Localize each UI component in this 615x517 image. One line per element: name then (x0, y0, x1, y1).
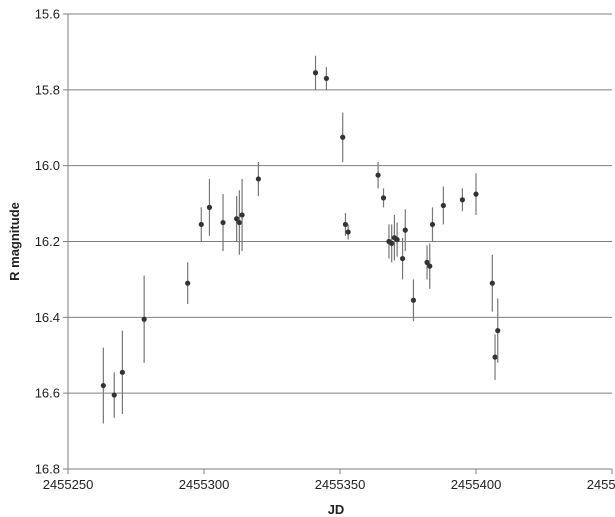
data-point (239, 212, 244, 217)
x-tick-label: 2455450 (587, 477, 615, 492)
data-point (403, 228, 408, 233)
data-point (101, 383, 106, 388)
x-tick-label: 2455350 (315, 477, 366, 492)
y-tick-label: 16.6 (35, 386, 60, 401)
data-point (346, 229, 351, 234)
data-point (199, 222, 204, 227)
data-point (256, 176, 261, 181)
data-point (207, 205, 212, 210)
data-point (375, 173, 380, 178)
data-point (395, 237, 400, 242)
data-point (441, 203, 446, 208)
y-tick-label: 15.8 (35, 82, 60, 97)
data-point (400, 256, 405, 261)
y-tick-label: 16.4 (35, 310, 60, 325)
data-point (473, 192, 478, 197)
data-point (460, 197, 465, 202)
data-point (343, 222, 348, 227)
data-point (142, 317, 147, 322)
data-point (340, 135, 345, 140)
data-point (381, 195, 386, 200)
y-tick-label: 15.6 (35, 7, 60, 22)
data-point (430, 222, 435, 227)
x-tick-label: 2455400 (451, 477, 502, 492)
y-tick-label: 16.0 (35, 158, 60, 173)
grid-layer (68, 14, 612, 469)
marks-layer (101, 56, 501, 424)
data-point (237, 220, 242, 225)
data-point (427, 264, 432, 269)
y-axis-title: R magnitude (7, 202, 22, 281)
y-tick-label: 16.2 (35, 234, 60, 249)
x-axis-title: JD (328, 502, 345, 517)
data-point (185, 281, 190, 286)
data-point (324, 76, 329, 81)
y-tick-label: 16.8 (35, 462, 60, 477)
data-point (389, 241, 394, 246)
data-point (492, 355, 497, 360)
x-tick-label: 2455300 (179, 477, 230, 492)
data-point (411, 298, 416, 303)
data-point (495, 328, 500, 333)
data-point (120, 370, 125, 375)
data-point (220, 220, 225, 225)
data-point (490, 281, 495, 286)
x-tick-label: 2455250 (43, 477, 94, 492)
data-point (112, 392, 117, 397)
data-point (313, 70, 318, 75)
